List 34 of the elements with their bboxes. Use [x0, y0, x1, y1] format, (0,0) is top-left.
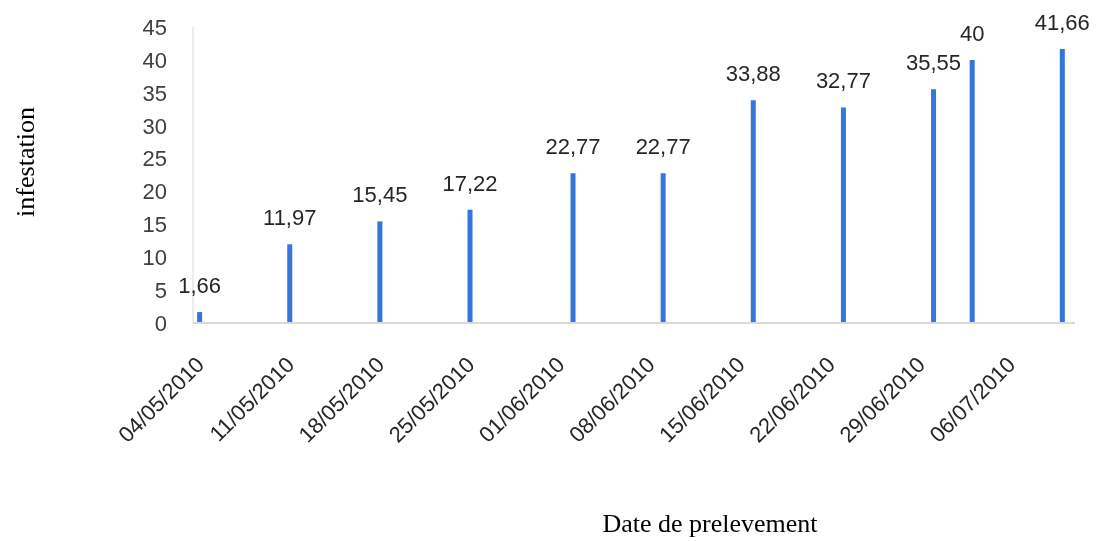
bar	[660, 173, 666, 323]
data-label: 41,66	[1034, 9, 1090, 35]
data-label: 35,55	[906, 50, 962, 76]
y-tick-label: 20	[142, 179, 167, 205]
data-label: 22,77	[545, 134, 601, 160]
bar	[840, 107, 846, 323]
bar	[287, 244, 293, 323]
y-tick-label: 30	[142, 113, 167, 139]
y-tick-label: 25	[142, 146, 167, 172]
bar	[377, 221, 383, 323]
x-axis-title: Date de prelevement	[602, 509, 819, 538]
bar	[467, 209, 473, 323]
data-label: 1,66	[178, 273, 222, 299]
y-tick-label: 0	[154, 310, 167, 336]
data-label: 15,45	[352, 182, 408, 208]
bar	[1059, 48, 1065, 323]
y-tick-label: 15	[142, 212, 167, 238]
bar	[750, 100, 756, 323]
data-label: 33,88	[725, 61, 781, 87]
data-label: 32,77	[815, 68, 871, 94]
data-label: 40	[959, 20, 985, 46]
data-label: 17,22	[442, 170, 498, 196]
bar	[570, 173, 576, 323]
data-label: 11,97	[263, 205, 317, 231]
bar	[931, 89, 937, 323]
y-tick-label: 45	[142, 14, 167, 40]
bar	[969, 59, 975, 323]
y-axis-title: infestation	[11, 107, 40, 217]
y-tick-label: 5	[154, 278, 167, 304]
data-label: 22,77	[635, 134, 691, 160]
bar	[197, 312, 203, 323]
y-tick-label: 10	[142, 245, 167, 271]
y-tick-label: 40	[142, 47, 167, 73]
y-tick-label: 35	[142, 80, 167, 106]
